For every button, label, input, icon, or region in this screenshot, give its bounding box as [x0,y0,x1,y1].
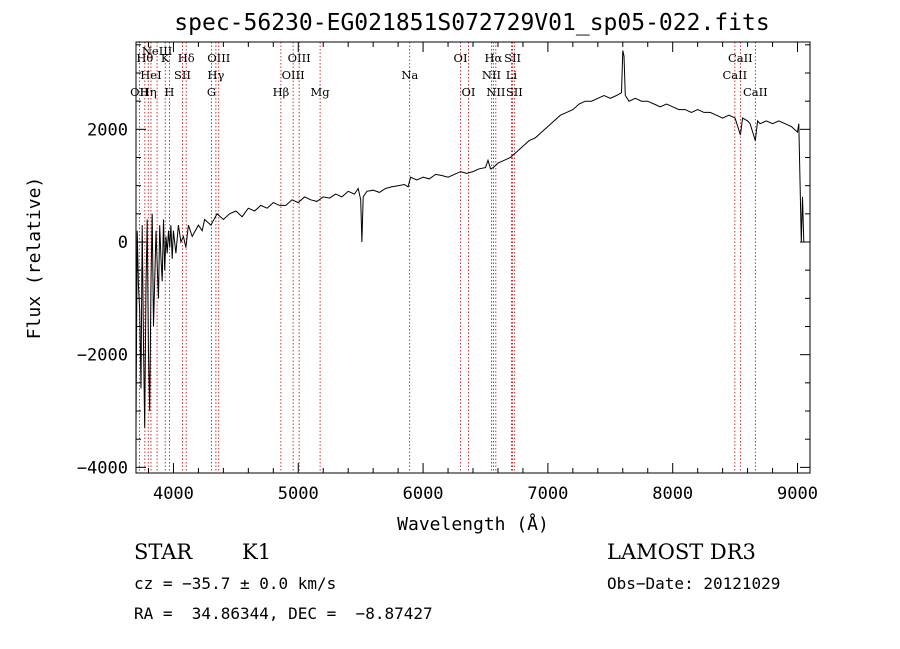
y-tick-label-1: −2000 [77,346,128,366]
x-tick-label-2: 6000 [403,484,444,504]
x-axis-label: Wavelength (Å) [397,513,549,535]
line-marker-label-1: Hθ [136,51,153,65]
line-marker-label-9: G [207,85,216,99]
line-marker-label-5: K [161,51,170,65]
line-marker-label-27: CaII [743,85,768,99]
line-marker-label-14: OIII [288,51,311,65]
y-axis-label: Flux (relative) [24,177,45,340]
coordinates-readout: RA = 34.86344, DEC = −8.87427 [134,604,433,623]
line-marker-label-26: CaII [728,51,753,65]
line-marker-label-19: NII [482,68,501,82]
line-marker-label-25: CaII [722,68,747,82]
x-tick-label-0: 4000 [153,484,194,504]
line-marker-label-2: Hη [140,85,157,99]
redshift-readout: cz = −35.7 ± 0.0 km/s [134,574,336,593]
line-marker-label-15: Mg [311,85,331,99]
plot-frame [135,41,811,474]
line-marker-label-11: OIII [207,51,230,65]
line-marker-label-4: NeIII [142,44,173,58]
line-marker-label-20: Hα [484,51,502,65]
line-marker-label-7: SII [174,68,191,82]
y-tick-label-0: −4000 [77,458,128,478]
x-tick-label-1: 5000 [278,484,319,504]
chart-title: spec-56230-EG021851S072729V01_sp05-022.f… [174,10,769,36]
line-marker-label-17: OI [454,51,468,65]
line-marker-label-16: Na [401,68,418,82]
line-marker-label-8: Hδ [178,51,195,65]
x-tick-label-3: 7000 [527,484,568,504]
line-marker-label-group: OIIHθHηHeINeIIIKHSIIHδGHγOIIIHβOIIIOIIIM… [130,44,768,99]
object-subclass: K1 [242,540,271,564]
observation-date: Obs−Date: 20121029 [607,574,780,593]
line-marker-label-0: OII [130,85,149,99]
x-tick-label-4: 8000 [652,484,693,504]
x-tick-label-5: 9000 [777,484,818,504]
line-marker-label-22: Li [506,68,518,82]
line-marker-label-10: Hγ [207,68,224,82]
line-marker-label-6: H [164,85,174,99]
line-marker-label-3: HeI [140,68,161,82]
y-tick-label-3: 2000 [87,120,128,140]
y-axis-ticks: −4000 −2000 0 2000 [77,44,810,478]
line-marker-label-21: NII [486,85,505,99]
line-marker-label-23: SII [504,51,521,65]
spectrum-line [135,50,805,428]
x-axis-ticks: 4000 5000 6000 7000 8000 9000 [147,42,818,504]
survey-name: LAMOST DR3 [607,540,756,564]
line-marker-label-12: Hβ [273,85,290,99]
object-class: STAR [134,540,193,564]
line-marker-group [138,42,756,473]
line-marker-label-18: OI [462,85,476,99]
line-marker-label-24: SII [506,85,523,99]
line-marker-label-13: OIII [282,68,305,82]
y-tick-label-2: 0 [118,233,128,253]
